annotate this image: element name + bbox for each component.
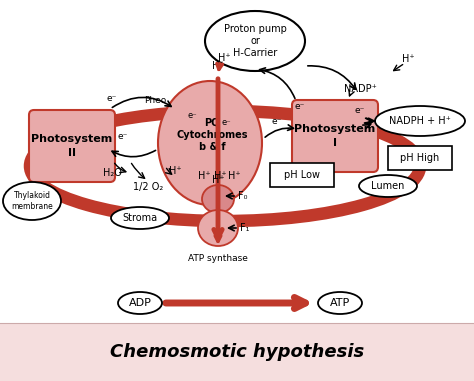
- Text: F₁: F₁: [240, 223, 249, 233]
- Text: Chemosmotic hypothesis: Chemosmotic hypothesis: [110, 343, 364, 361]
- Text: NADPH + H⁺: NADPH + H⁺: [389, 116, 451, 126]
- Text: ADP: ADP: [128, 298, 151, 308]
- Text: 1/2 O₂: 1/2 O₂: [133, 182, 163, 192]
- Text: Pheo: Pheo: [144, 96, 166, 105]
- Text: H₂O: H₂O: [102, 168, 121, 178]
- Text: pH High: pH High: [401, 153, 439, 163]
- Ellipse shape: [111, 207, 169, 229]
- Ellipse shape: [118, 292, 162, 314]
- Text: Photosystem
II: Photosystem II: [31, 134, 113, 158]
- Ellipse shape: [318, 292, 362, 314]
- Text: Stroma: Stroma: [122, 213, 157, 223]
- Text: H⁺: H⁺: [401, 54, 414, 64]
- Text: NADP⁺: NADP⁺: [344, 84, 376, 94]
- Ellipse shape: [198, 210, 238, 246]
- Ellipse shape: [375, 106, 465, 136]
- Text: e⁻: e⁻: [188, 111, 198, 120]
- Text: Photosystem
I: Photosystem I: [294, 125, 375, 147]
- Ellipse shape: [3, 182, 61, 220]
- Text: H⁺: H⁺: [218, 53, 231, 63]
- Text: e⁻: e⁻: [107, 94, 118, 103]
- Text: F₀: F₀: [238, 191, 247, 201]
- Text: H⁺: H⁺: [212, 175, 224, 185]
- Bar: [0, 323, 474, 381]
- Text: H⁺: H⁺: [212, 61, 224, 71]
- FancyBboxPatch shape: [388, 146, 452, 170]
- FancyBboxPatch shape: [270, 163, 334, 187]
- Ellipse shape: [158, 81, 262, 205]
- Text: ATP: ATP: [330, 298, 350, 308]
- Text: e⁻: e⁻: [272, 117, 283, 126]
- Ellipse shape: [202, 185, 234, 213]
- Text: Lumen: Lumen: [371, 181, 405, 191]
- Ellipse shape: [205, 11, 305, 71]
- FancyBboxPatch shape: [292, 100, 378, 172]
- Text: e⁻: e⁻: [295, 102, 305, 111]
- Text: Proton pump
or
H-Carrier: Proton pump or H-Carrier: [224, 24, 286, 58]
- Text: H⁺: H⁺: [214, 171, 226, 181]
- Text: ATP synthase: ATP synthase: [188, 254, 248, 263]
- Text: H⁺: H⁺: [169, 166, 182, 176]
- FancyBboxPatch shape: [29, 110, 115, 182]
- Text: pH Low: pH Low: [284, 170, 320, 180]
- Ellipse shape: [359, 175, 417, 197]
- Text: H⁺: H⁺: [198, 171, 210, 181]
- Text: e⁻: e⁻: [118, 132, 128, 141]
- Text: e⁻: e⁻: [355, 106, 365, 115]
- Text: PQ
Cytochromes
b & f: PQ Cytochromes b & f: [176, 118, 248, 152]
- Text: Thylakoid
membrane: Thylakoid membrane: [11, 191, 53, 211]
- Text: H⁺: H⁺: [228, 171, 240, 181]
- Text: e⁻: e⁻: [222, 118, 232, 127]
